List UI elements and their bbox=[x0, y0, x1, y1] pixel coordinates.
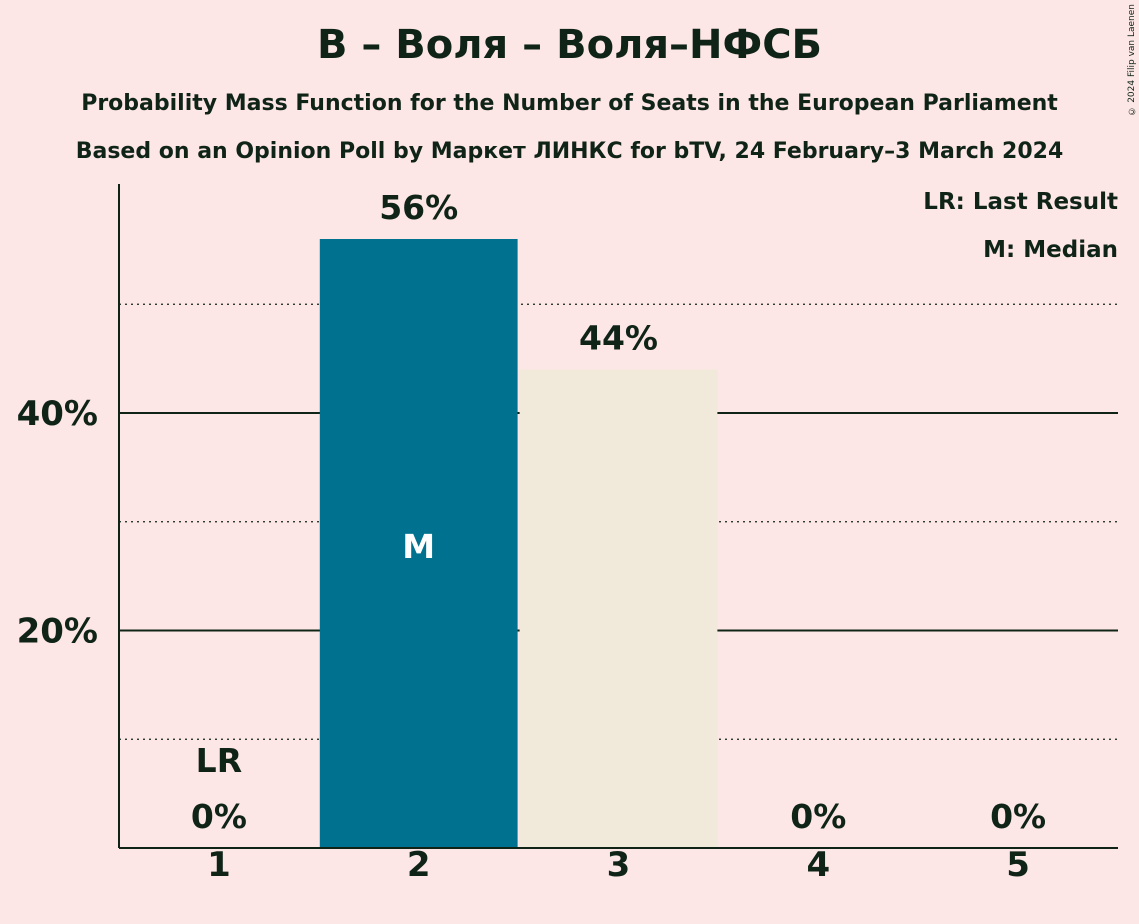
bar bbox=[319, 239, 518, 848]
x-tick-label: 1 bbox=[207, 845, 231, 885]
y-tick-label: 20% bbox=[17, 612, 98, 652]
x-tick-label: 4 bbox=[806, 845, 830, 885]
legend-median: M: Median bbox=[983, 237, 1118, 263]
bar-value-label: 0% bbox=[790, 797, 846, 836]
last-result-marker: LR bbox=[196, 741, 242, 780]
axes bbox=[118, 184, 1118, 849]
chart-source-subtitle: Based on an Opinion Poll by Маркет ЛИНКС… bbox=[75, 139, 1064, 164]
chart-subtitle: Probability Mass Function for the Number… bbox=[81, 91, 1058, 116]
median-marker: M bbox=[402, 527, 435, 566]
bar bbox=[519, 369, 718, 848]
bar-value-label: 44% bbox=[579, 319, 658, 358]
bar-value-label: 0% bbox=[990, 797, 1046, 836]
bars bbox=[319, 239, 718, 848]
x-tick-label: 5 bbox=[1006, 845, 1030, 885]
chart-title: В – Воля – Воля–НФСБ bbox=[316, 22, 823, 68]
y-tick-label: 40% bbox=[17, 394, 98, 434]
x-tick-label: 2 bbox=[407, 845, 431, 885]
legend-last-result: LR: Last Result bbox=[923, 189, 1118, 215]
bar-value-label: 0% bbox=[191, 797, 247, 836]
bar-value-label: 56% bbox=[379, 188, 458, 227]
x-tick-label: 3 bbox=[607, 845, 631, 885]
